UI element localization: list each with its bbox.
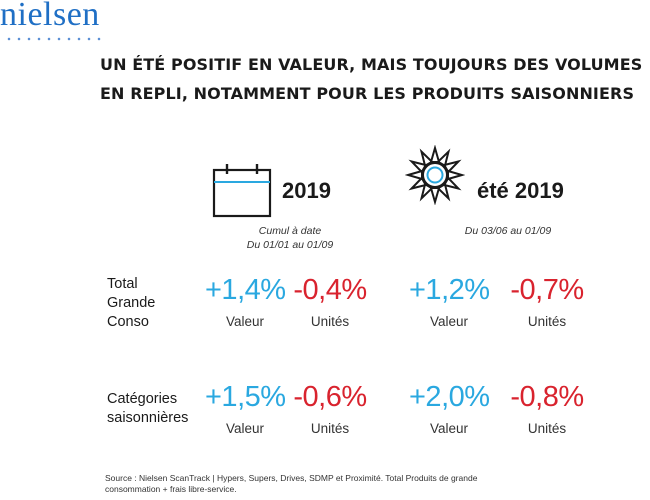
row-label-categories-saisonnieres: Catégories saisonnières <box>107 390 188 428</box>
row-label-line: Conso <box>107 314 149 330</box>
calendar-icon <box>212 164 272 218</box>
value-r1-c2-valeur: +1,2% <box>409 274 490 306</box>
column-title-ete-2019: été 2019 <box>477 178 564 203</box>
value-r1-c1-valeur: +1,4% <box>205 274 286 306</box>
period-2019: Cumul à date Du 01/01 au 01/09 <box>230 224 350 252</box>
value-r2-c2-valeur: +2,0% <box>409 381 490 413</box>
column-title-2019: 2019 <box>282 178 331 203</box>
label-valeur: Valeur <box>225 314 265 329</box>
label-valeur: Valeur <box>429 421 469 436</box>
label-valeur: Valeur <box>225 421 265 436</box>
source-note: Source : Nielsen ScanTrack | Hypers, Sup… <box>105 473 625 495</box>
source-line-1: Source : Nielsen ScanTrack | Hypers, Sup… <box>105 473 478 483</box>
label-unites: Unités <box>310 421 350 436</box>
logo-dots <box>4 37 104 41</box>
period-2019-line-1: Cumul à date <box>258 225 322 237</box>
label-valeur: Valeur <box>429 314 469 329</box>
row-label-line: Total <box>107 276 138 292</box>
label-unites: Unités <box>527 314 567 329</box>
value-r2-c1-unites: -0,6% <box>293 381 367 413</box>
row-label-line: saisonnières <box>107 410 189 426</box>
period-ete-2019-line-1: Du 03/06 au 01/09 <box>464 225 552 237</box>
row-label-line: Catégories <box>107 391 178 407</box>
period-2019-line-2: Du 01/01 au 01/09 <box>246 239 334 251</box>
row-label-total-grande-conso: Total Grande Conso <box>107 275 155 332</box>
period-ete-2019: Du 03/06 au 01/09 <box>438 224 578 238</box>
value-r2-c1-valeur: +1,5% <box>205 381 286 413</box>
nielsen-logo: nielsen <box>0 0 100 33</box>
value-r1-c2-unites: -0,7% <box>510 274 584 306</box>
headline-line-1: Un été positif en valeur, mais toujours … <box>100 55 643 74</box>
label-unites: Unités <box>527 421 567 436</box>
source-line-2: consommation + frais libre-service. <box>105 484 237 494</box>
headline-line-2: en repli, notamment pour les produits sa… <box>100 84 635 103</box>
label-unites: Unités <box>310 314 350 329</box>
headline: Un été positif en valeur, mais toujours … <box>100 50 643 108</box>
row-label-line: Grande <box>107 295 156 311</box>
value-r1-c1-unites: -0,4% <box>293 274 367 306</box>
value-r2-c2-unites: -0,8% <box>510 381 584 413</box>
sun-icon <box>405 145 465 205</box>
